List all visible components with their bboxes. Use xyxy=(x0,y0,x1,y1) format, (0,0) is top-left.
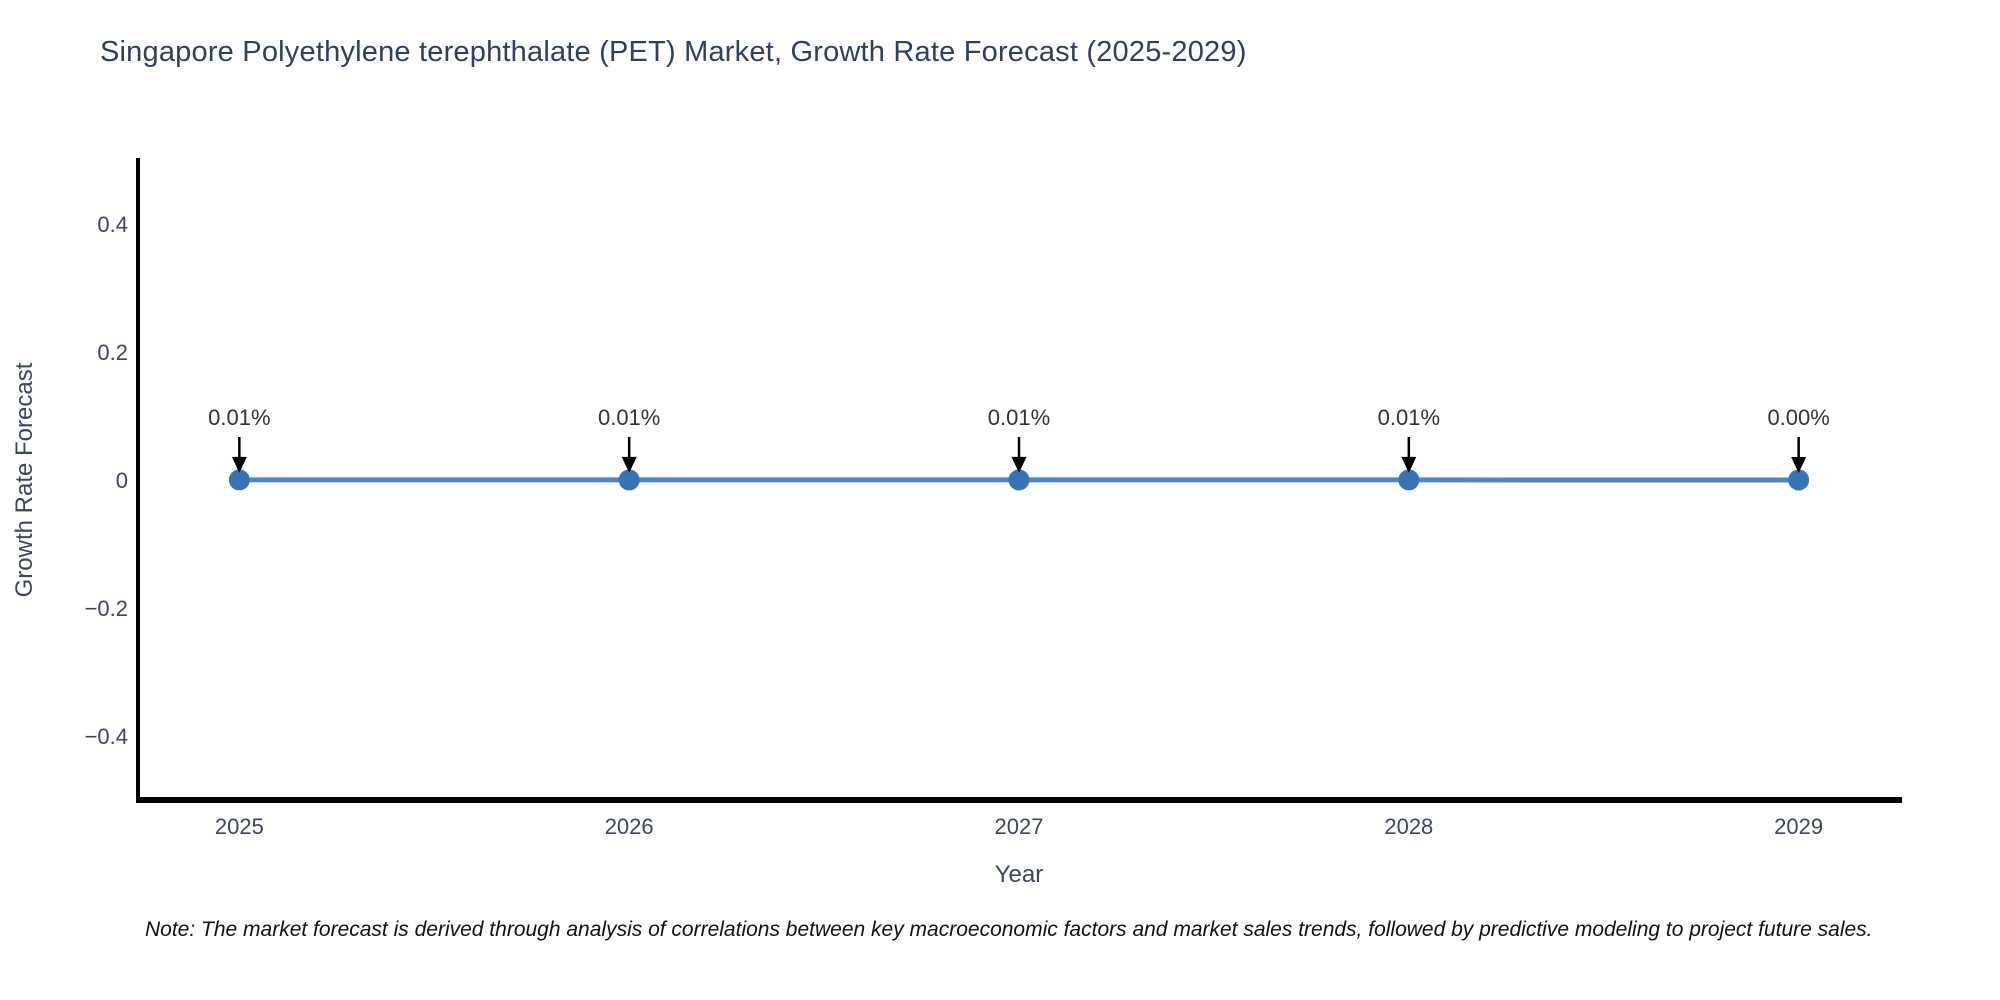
annotation-arrowhead-icon xyxy=(1401,456,1417,473)
point-value-label: 0.01% xyxy=(208,405,270,430)
y-tick-label: −0.2 xyxy=(85,596,128,621)
x-tick-label: 2029 xyxy=(1774,814,1823,839)
data-point-marker xyxy=(1008,469,1030,491)
annotation-arrowhead-icon xyxy=(231,456,247,473)
chart-title: Singapore Polyethylene terephthalate (PE… xyxy=(100,36,1247,68)
x-axis-title: Year xyxy=(995,861,1044,888)
point-value-label: 0.01% xyxy=(988,405,1050,430)
data-point-marker xyxy=(618,469,640,491)
data-point-marker xyxy=(1398,469,1420,491)
y-tick-label: 0.2 xyxy=(97,340,128,365)
y-tick-label: −0.4 xyxy=(85,724,128,749)
x-tick-label: 2027 xyxy=(995,814,1044,839)
annotation-arrowhead-icon xyxy=(621,456,637,473)
point-value-label: 0.01% xyxy=(1378,405,1440,430)
footnote: Note: The market forecast is derived thr… xyxy=(145,918,1873,941)
data-point-marker xyxy=(228,469,250,491)
x-tick-label: 2025 xyxy=(215,814,264,839)
y-tick-label: 0.4 xyxy=(97,212,128,237)
point-value-label: 0.01% xyxy=(598,405,660,430)
y-axis-title: Growth Rate Forecast xyxy=(11,362,38,597)
annotation-arrowhead-icon xyxy=(1791,457,1807,473)
point-value-label: 0.00% xyxy=(1767,405,1829,430)
data-point-marker xyxy=(1788,469,1810,491)
x-tick-label: 2028 xyxy=(1384,814,1433,839)
annotation-arrowhead-icon xyxy=(1011,456,1027,473)
x-tick-label: 2026 xyxy=(605,814,654,839)
y-tick-label: 0 xyxy=(116,468,128,493)
